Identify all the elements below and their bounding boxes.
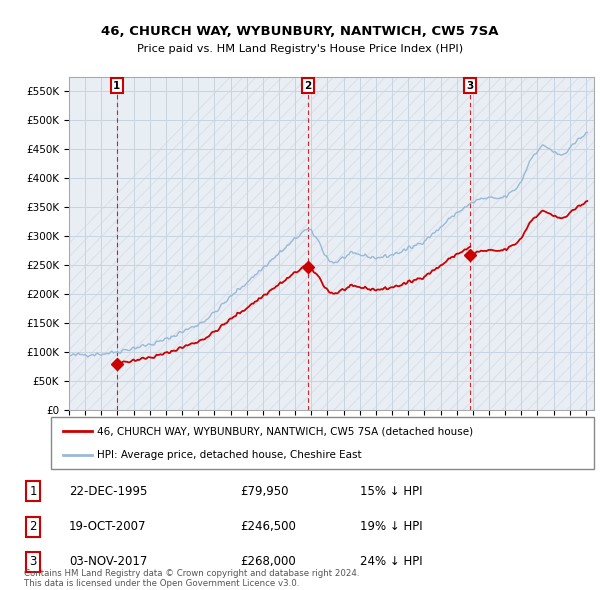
Text: Price paid vs. HM Land Registry's House Price Index (HPI): Price paid vs. HM Land Registry's House … <box>137 44 463 54</box>
Text: 19% ↓ HPI: 19% ↓ HPI <box>360 520 422 533</box>
Text: 15% ↓ HPI: 15% ↓ HPI <box>360 484 422 498</box>
Text: 2: 2 <box>304 81 311 91</box>
Text: 24% ↓ HPI: 24% ↓ HPI <box>360 555 422 569</box>
Text: HPI: Average price, detached house, Cheshire East: HPI: Average price, detached house, Ches… <box>97 450 362 460</box>
Text: £268,000: £268,000 <box>240 555 296 569</box>
Text: 22-DEC-1995: 22-DEC-1995 <box>69 484 148 498</box>
Text: 1: 1 <box>113 81 121 91</box>
Text: £246,500: £246,500 <box>240 520 296 533</box>
Text: 46, CHURCH WAY, WYBUNBURY, NANTWICH, CW5 7SA (detached house): 46, CHURCH WAY, WYBUNBURY, NANTWICH, CW5… <box>97 426 473 436</box>
Text: 2: 2 <box>29 520 37 533</box>
Text: £79,950: £79,950 <box>240 484 289 498</box>
Text: 3: 3 <box>467 81 474 91</box>
Text: Contains HM Land Registry data © Crown copyright and database right 2024.
This d: Contains HM Land Registry data © Crown c… <box>24 569 359 588</box>
Text: 03-NOV-2017: 03-NOV-2017 <box>69 555 148 569</box>
Text: 19-OCT-2007: 19-OCT-2007 <box>69 520 146 533</box>
Text: 1: 1 <box>29 484 37 498</box>
Text: 3: 3 <box>29 555 37 569</box>
Text: 46, CHURCH WAY, WYBUNBURY, NANTWICH, CW5 7SA: 46, CHURCH WAY, WYBUNBURY, NANTWICH, CW5… <box>101 25 499 38</box>
